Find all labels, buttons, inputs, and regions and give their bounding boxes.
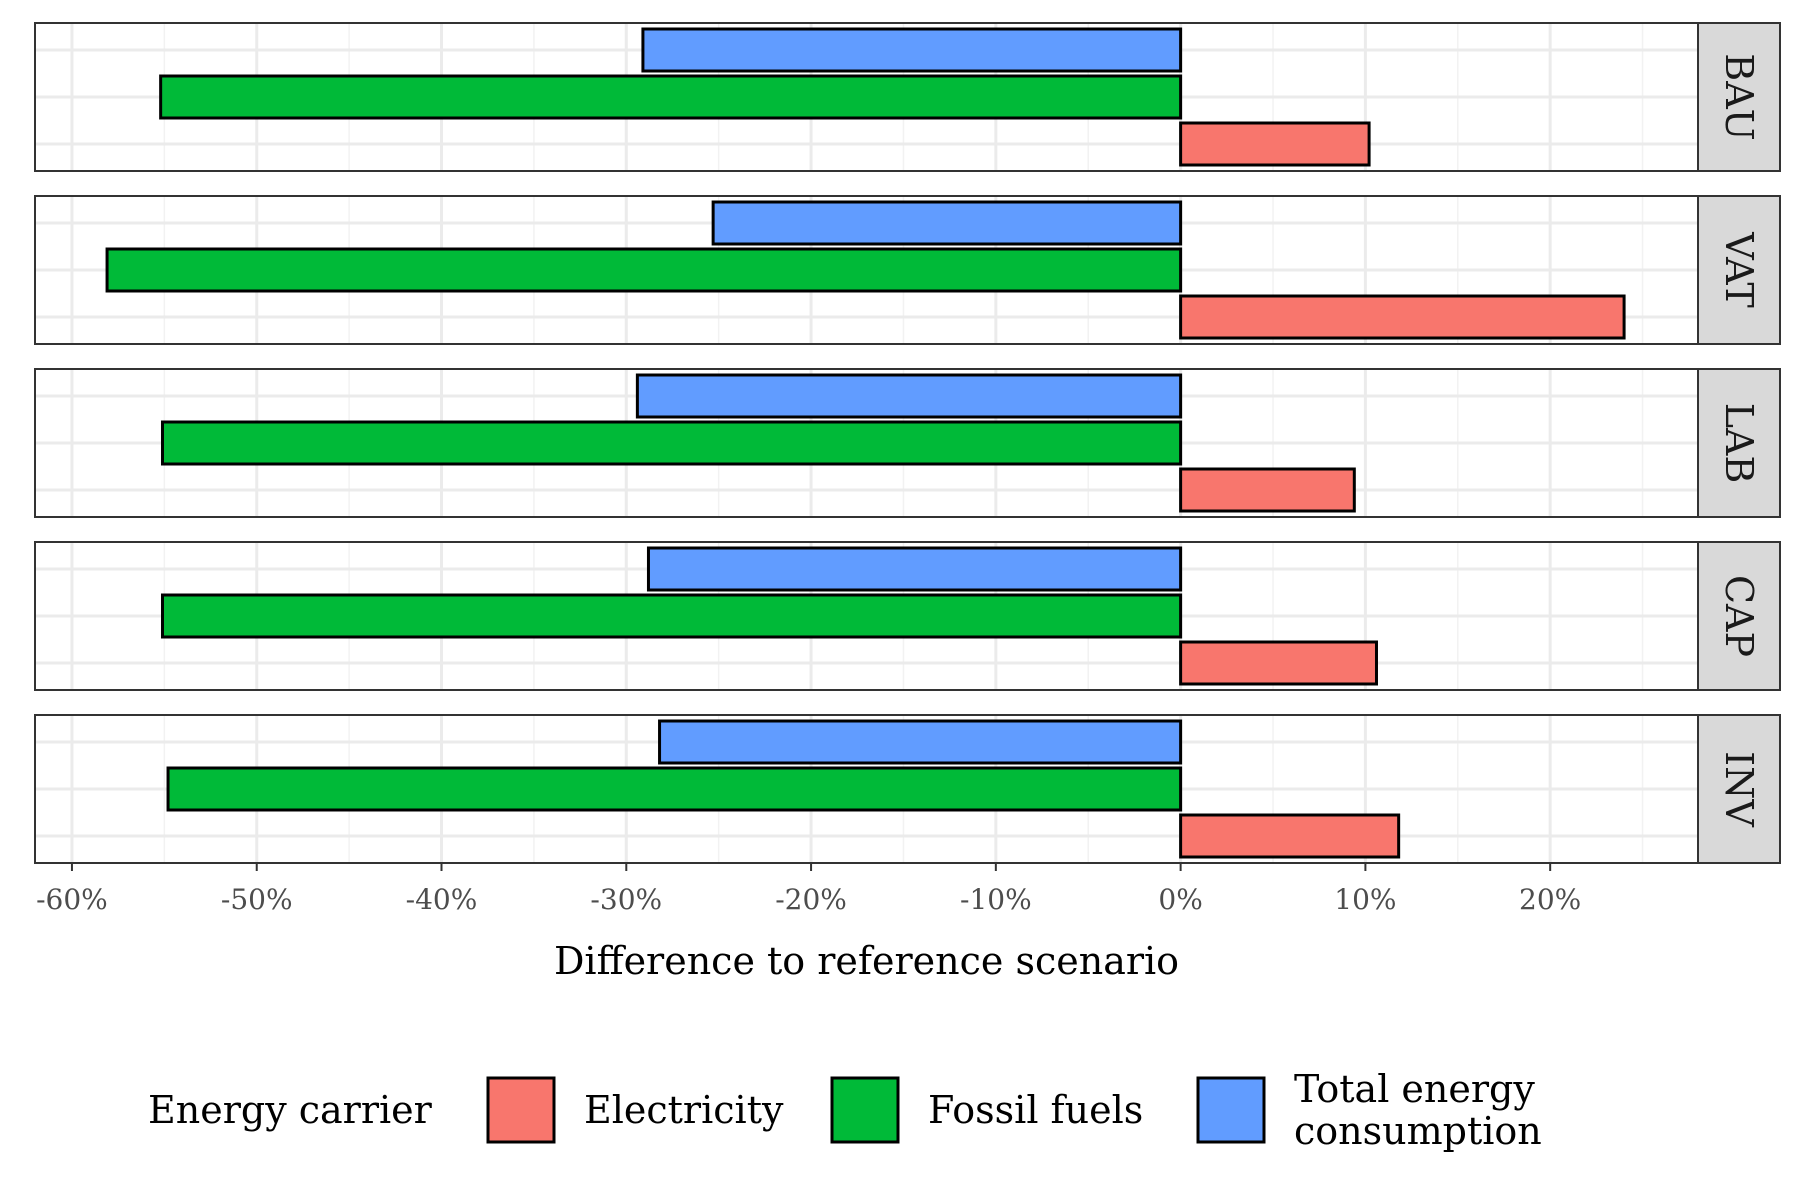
facet-strip [1697,195,1781,345]
bar-cap-total-energy-consumption [646,546,1183,592]
x-tick-label: -50% [221,883,293,916]
facet-label-bau: BAU [1717,53,1761,140]
chart-panels: BAU VAT LAB CAP INV [34,22,1781,864]
facet-panel-cap: CAP [34,541,1781,691]
facet-panel-inv: INV [34,714,1781,864]
bar-inv-fossil-fuels [166,766,1183,812]
legend-key [830,1076,900,1144]
bar-bau-fossil-fuels [159,74,1183,120]
facet-label-cap: CAP [1717,575,1761,657]
x-tick-label: -20% [775,883,847,916]
x-tick-label: 10% [1334,883,1396,916]
legend-label: Total energy [1294,1067,1535,1111]
facet-panel-bau: BAU [34,22,1781,172]
bar-vat-total-energy-consumption [711,200,1183,246]
facet-label-lab: LAB [1717,403,1761,484]
legend-label: Fossil fuels [928,1088,1143,1132]
bar-vat-fossil-fuels [105,247,1183,293]
x-axis: -60% -50% -40% -30% -20% -10% 0% 10% 20% [36,863,1581,916]
x-tick-label: -10% [960,883,1032,916]
legend-label: Electricity [584,1088,784,1132]
legend-key [486,1076,556,1144]
x-tick-label: 20% [1519,883,1581,916]
bar-cap-electricity [1179,640,1378,686]
bar-lab-fossil-fuels [160,420,1183,466]
bar-cap-fossil-fuels [160,593,1183,639]
x-axis-title: Difference to reference scenario [554,939,1179,983]
legend-label: consumption [1294,1109,1542,1153]
bar-vat-electricity [1179,294,1626,340]
facet-panel-lab: LAB [34,368,1781,518]
facet-label-vat: VAT [1717,231,1761,308]
facet-strip [1697,541,1781,691]
bar-inv-electricity [1179,813,1401,859]
legend: Energy carrier Electricity Fossil fuels Tot… [148,1067,1542,1153]
bar-lab-electricity [1179,467,1356,513]
x-tick-label: -40% [406,883,478,916]
x-tick-label: -30% [590,883,662,916]
facet-strip [1697,368,1781,518]
bar-bau-electricity [1179,121,1371,167]
x-tick-label: 0% [1158,883,1202,916]
facet-panel-vat: VAT [34,195,1781,345]
facet-strip [1697,714,1781,864]
facet-strip [1697,22,1781,172]
bar-inv-total-energy-consumption [658,719,1183,765]
bar-lab-total-energy-consumption [635,373,1183,419]
legend-key [1196,1076,1266,1144]
bar-bau-total-energy-consumption [641,27,1183,73]
x-tick-label: -60% [36,883,108,916]
legend-title: Energy carrier [148,1088,433,1132]
facet-label-inv: INV [1717,751,1761,827]
